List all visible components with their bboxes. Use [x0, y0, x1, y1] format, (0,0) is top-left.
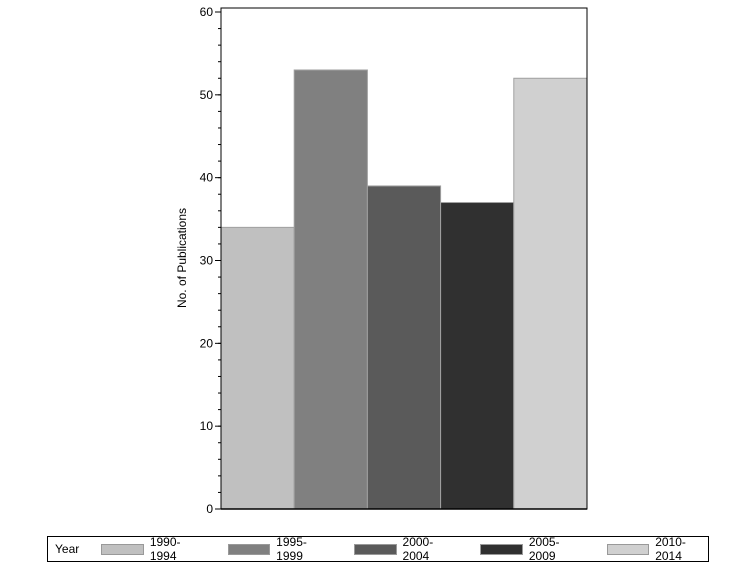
- y-tick-label: 10: [200, 419, 214, 433]
- legend-label: 2005-2009: [528, 535, 560, 563]
- legend-item: 1990-1994: [101, 535, 202, 563]
- bar: [366, 185, 442, 510]
- legend-label: 1990-1994: [149, 535, 181, 563]
- legend-swatch: [480, 543, 523, 555]
- bar: [440, 202, 515, 510]
- bar: [220, 226, 295, 510]
- y-axis-label: No. of Publications: [175, 207, 189, 309]
- legend-item: 2000-2004: [354, 535, 455, 563]
- y-tick-label: 50: [200, 88, 214, 102]
- legend-label: 2000-2004: [402, 535, 434, 563]
- legend-item: 2005-2009: [480, 535, 581, 563]
- bars: [220, 69, 588, 510]
- y-tick-label: 0: [206, 502, 213, 516]
- y-tick-label: 30: [200, 254, 214, 268]
- y-tick-label: 60: [200, 5, 214, 19]
- y-axis: 0 10 20 30 40 50 60: [200, 5, 587, 516]
- legend-item: 2010-2014: [606, 535, 708, 563]
- legend-swatch: [101, 543, 144, 555]
- legend-swatch: [606, 543, 650, 555]
- legend-swatch: [354, 543, 397, 555]
- legend-label: 1995-1999: [276, 535, 307, 563]
- legend-item: 1995-1999: [227, 535, 329, 563]
- legend-swatch: [227, 543, 271, 555]
- legend-title: Year: [55, 542, 80, 556]
- legend: Year 1990-1994 1995-1999 2000-2004 2005-…: [47, 535, 709, 563]
- bar: [513, 77, 588, 510]
- legend-label: 2010-2014: [655, 535, 686, 563]
- bar: [293, 69, 368, 510]
- y-tick-label: 40: [200, 171, 214, 185]
- y-tick-label: 20: [200, 336, 214, 350]
